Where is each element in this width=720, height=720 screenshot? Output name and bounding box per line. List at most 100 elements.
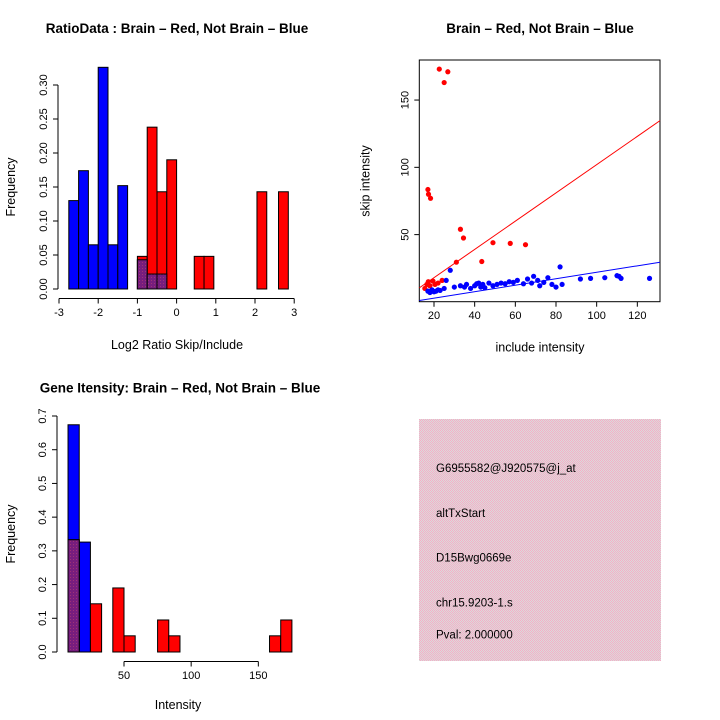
x-tick-label: 60 — [509, 310, 521, 322]
scatter-point — [514, 277, 520, 283]
scatter-point — [467, 285, 474, 292]
scatter-series-brain_red — [422, 66, 529, 292]
x-tick-label: -1 — [133, 307, 143, 319]
scatter-point — [549, 281, 555, 288]
scatter-point — [425, 191, 432, 197]
y-axis — [52, 415, 58, 653]
hist-bar — [123, 635, 136, 653]
hist-bar — [146, 273, 158, 290]
x-axis-label: Intensity — [155, 698, 202, 712]
x-tick-label: 80 — [550, 310, 562, 322]
hist-bar — [78, 541, 91, 653]
y-axis-label: Frequency — [4, 157, 18, 217]
plot-box — [418, 59, 661, 303]
y-tick-label: 0.7 — [37, 408, 49, 423]
scatter-point — [439, 277, 445, 283]
scatter-point — [557, 264, 563, 270]
hist-bar — [156, 273, 168, 290]
scatter-series-not_brain_blue — [425, 264, 653, 296]
y-tick-label: 0.0 — [37, 644, 49, 659]
y-tick-label: 0.1 — [37, 611, 49, 626]
regression-line-brain_red — [419, 120, 661, 289]
y-tick-label: 0.05 — [38, 244, 50, 265]
scatter-point — [577, 276, 583, 282]
chart-title: RatioData : Brain – Red, Not Brain – Blu… — [46, 21, 309, 36]
y-axis-label: skip intensity — [359, 144, 373, 216]
scatter-point — [498, 280, 504, 286]
y-tick-label: 150 — [400, 91, 412, 109]
panel-intensity-scatter: Brain – Red, Not Brain – Blue include int… — [359, 21, 661, 355]
hist-bar — [67, 539, 80, 653]
scatter-point — [553, 284, 559, 290]
pval-text: Pval: 2.000000 — [436, 630, 513, 642]
scatter-point — [510, 279, 516, 285]
hist-bar — [68, 200, 80, 290]
x-tick-label: 40 — [469, 310, 481, 322]
y-axis — [414, 99, 420, 236]
hist-series-overlap_purple_base — [67, 539, 80, 653]
y-axis-label: Frequency — [4, 504, 18, 564]
scatter-point — [490, 240, 496, 246]
info-line: G6955582@J920575@j_at — [436, 463, 577, 475]
y-tick-label: 0.25 — [38, 108, 50, 129]
scatter-point — [506, 279, 512, 285]
scatter-point — [479, 258, 485, 265]
scatter-point — [520, 281, 527, 287]
scatter-point — [541, 279, 547, 285]
y-tick-label: 0.30 — [38, 74, 50, 95]
panel-gene-intensity-histogram: Gene Itensity: Brain – Red, Not Brain – … — [4, 381, 321, 713]
scatter-point — [490, 283, 496, 289]
hist-bar — [269, 635, 282, 653]
scatter-point — [602, 275, 608, 281]
info-line: altTxStart — [436, 508, 486, 520]
hist-bar — [280, 619, 293, 653]
scatter-point — [524, 276, 531, 282]
hist-bar — [168, 635, 181, 653]
x-tick-label: 2 — [252, 307, 258, 319]
scatter-point — [545, 275, 551, 281]
scatter-point — [441, 79, 447, 86]
scatter-point — [646, 275, 653, 281]
y-tick-label: 0.20 — [38, 142, 50, 163]
x-tick-label: 50 — [118, 670, 130, 682]
hist-series-brain_red — [136, 126, 289, 290]
hist-bar — [136, 259, 148, 290]
x-axis-label: include intensity — [496, 341, 586, 355]
scatter-point — [453, 259, 459, 265]
scatter-point — [618, 275, 624, 281]
scatter-point — [486, 280, 492, 286]
scatter-point — [425, 279, 431, 285]
x-tick-label: 120 — [628, 310, 646, 322]
hist-bar — [97, 66, 109, 290]
hist-bar — [78, 170, 89, 290]
info-line: chr15.9203-1.s — [436, 598, 513, 610]
scatter-point — [559, 281, 565, 288]
y-tick-label: 100 — [400, 158, 412, 176]
hist-bar — [157, 619, 170, 653]
y-tick-label: 0.2 — [37, 577, 49, 592]
scatter-point — [587, 275, 594, 281]
scatter-point — [436, 66, 442, 72]
hist-bar — [87, 244, 99, 290]
scatter-point — [457, 283, 464, 289]
scatter-point — [445, 69, 451, 75]
scatter-point — [457, 226, 464, 232]
y-tick-label: 0.00 — [38, 278, 50, 299]
info-panel-background — [419, 419, 661, 661]
scatter-point — [535, 277, 541, 283]
panel-info: G6955582@J920575@j_at altTxStart D15Bwg066… — [419, 419, 661, 661]
y-tick-label: 0.3 — [37, 543, 49, 558]
y-tick-label: 0.4 — [37, 509, 49, 524]
x-tick-label: 150 — [249, 670, 267, 682]
hist-bar — [256, 191, 268, 290]
y-tick-label: 0.10 — [38, 210, 50, 231]
scatter-point — [463, 281, 470, 288]
scatter-point — [482, 285, 488, 291]
hist-series-overlap_purple_base — [136, 259, 168, 290]
scatter-point — [531, 273, 537, 279]
x-tick-label: 100 — [587, 310, 605, 322]
hist-series-brain_red — [67, 539, 293, 653]
y-tick-label: 0.5 — [37, 476, 49, 491]
